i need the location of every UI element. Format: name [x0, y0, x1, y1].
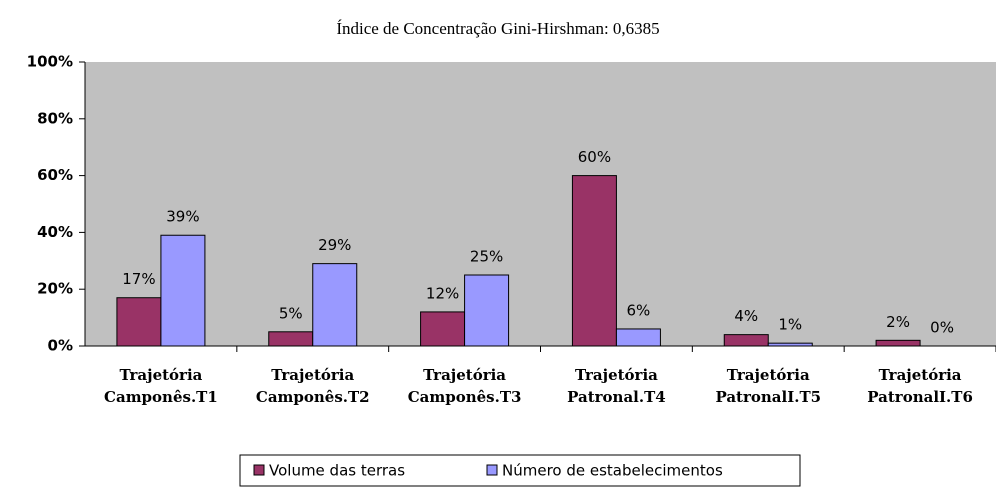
plot-area [85, 62, 996, 346]
data-label: 4% [734, 307, 758, 325]
data-label: 2% [886, 313, 910, 331]
data-label: 6% [627, 301, 651, 319]
bar [420, 311, 466, 347]
legend-box [239, 454, 801, 487]
legend-label: Volume das terras [269, 462, 405, 480]
bar [723, 334, 769, 347]
data-label: 39% [166, 208, 199, 226]
x-tick-label: Trajetória Camponês.T2 [256, 366, 370, 406]
y-tick-label: 60% [37, 166, 73, 184]
x-tick-label: Trajetória PatronalI.T5 [715, 366, 821, 406]
data-label: 0% [930, 319, 954, 337]
data-label: 60% [578, 148, 611, 166]
chart-title: Índice de Concentração Gini-Hirshman: 0,… [336, 19, 659, 38]
x-tick-label: Trajetória Camponês.T1 [104, 366, 218, 406]
bar [464, 274, 510, 347]
bar [875, 339, 921, 347]
legend-swatch [253, 464, 265, 476]
data-label: 17% [122, 270, 155, 288]
x-tick-label: Trajetória Patronal.T4 [567, 366, 666, 406]
legend-swatch [486, 464, 498, 476]
bar [312, 263, 358, 347]
data-label: 25% [470, 248, 503, 266]
y-tick-label: 40% [37, 223, 73, 241]
y-tick-label: 80% [37, 109, 73, 127]
bar [268, 331, 314, 347]
legend-label: Número de estabelecimentos [502, 462, 723, 480]
data-label: 1% [778, 316, 802, 334]
y-tick-label: 100% [27, 53, 73, 71]
y-tick-label: 20% [37, 280, 73, 298]
data-label: 29% [318, 236, 351, 254]
x-tick-label: Trajetória PatronalI.T6 [867, 366, 973, 406]
data-label: 5% [279, 304, 303, 322]
data-label: 12% [426, 284, 459, 302]
bar [615, 328, 661, 347]
bar [160, 234, 206, 347]
bar [571, 175, 617, 347]
bar [116, 297, 162, 347]
bar [767, 342, 813, 347]
y-tick-label: 0% [48, 337, 73, 355]
x-tick-label: Trajetória Camponês.T3 [408, 366, 522, 406]
